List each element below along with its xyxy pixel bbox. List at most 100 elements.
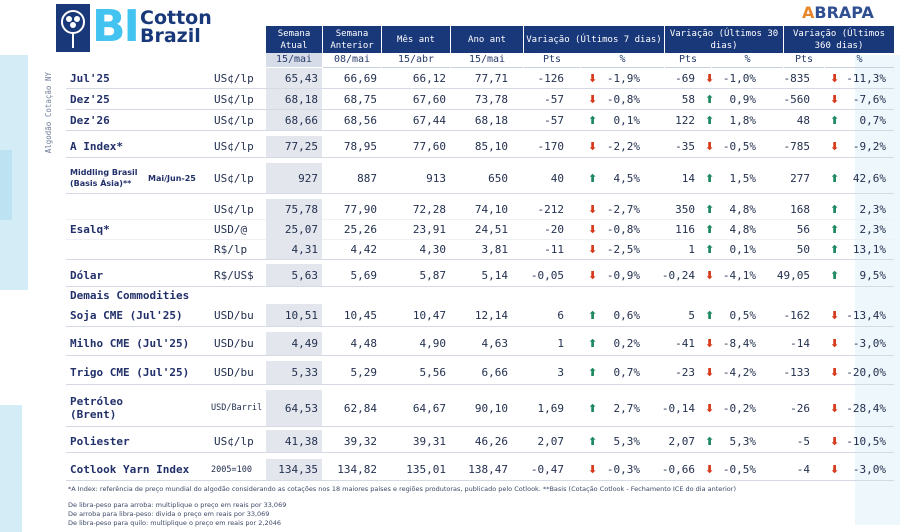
value-d: 90,10 xyxy=(474,401,508,415)
arrow-down-icon: ⬇ xyxy=(705,337,715,350)
arrow-down-icon: ⬇ xyxy=(588,140,598,153)
value-b: 5,69 xyxy=(350,268,378,282)
row-label: Milho CME (Jul'25) xyxy=(70,337,190,350)
variation-pts: 56 xyxy=(796,222,810,236)
cotton-brazil-logo: BI Cotton Brazil xyxy=(56,2,216,54)
variation-pct: -1,0% xyxy=(722,71,756,85)
row-label: Middling Brasil (Basis Ásia)** xyxy=(70,163,138,193)
table-row: Dez'26 US¢/lp 68,66 68,56 67,44 68,18 -57 ⬆ 0,1%… xyxy=(66,110,894,131)
table-row: Middling Brasil (Basis Ásia)** Mai/Jun-25 U… xyxy=(66,163,894,194)
variation-pct: -13,4% xyxy=(846,308,886,322)
variation-pct: 1,8% xyxy=(729,113,757,127)
table-row: Dólar R$/US$ 5,63 5,69 5,87 5,14 -0,05 ⬇ -0,9% -0… xyxy=(66,264,894,287)
variation-pts: -4 xyxy=(796,463,810,476)
row-label: Jul'25 xyxy=(70,71,110,85)
value-b: 134,82 xyxy=(337,463,377,476)
value-d: 74,10 xyxy=(474,202,508,216)
variation-pct: 5,3% xyxy=(729,434,757,448)
variation-pts: -23 xyxy=(675,366,695,379)
value-d: 68,18 xyxy=(474,113,508,127)
row-label-line2: (Brent) xyxy=(70,408,117,421)
unit-label: US¢/lp xyxy=(214,92,254,106)
value-c: 67,60 xyxy=(412,92,446,106)
variation-pts: -57 xyxy=(544,113,564,127)
arrow-down-icon: ⬇ xyxy=(705,401,715,415)
abrapa-logo-text: BRAPA xyxy=(814,3,874,22)
row-label-line1: Petróleo xyxy=(70,395,123,408)
variation-pts: 168 xyxy=(790,202,810,216)
variation-pts: -0,24 xyxy=(661,268,695,282)
variation-pts: -0,47 xyxy=(530,463,564,476)
row-label: Dez'26 xyxy=(70,113,110,127)
row-label-line2: (Basis Ásia)** xyxy=(70,179,132,188)
date-semana-anterior: 08/mai xyxy=(323,53,381,68)
value-b: 68,56 xyxy=(343,113,377,127)
arrow-down-icon: ⬇ xyxy=(705,140,715,153)
row-label: Petróleo (Brent) xyxy=(70,390,123,426)
value-a: 41,38 xyxy=(266,430,322,452)
arrow-down-icon: ⬇ xyxy=(830,71,840,85)
variation-pct: 2,3% xyxy=(859,202,887,216)
footnote-conversion-quilo: De libra-peso para quilo: multiplique o … xyxy=(68,519,282,527)
arrow-down-icon: ⬇ xyxy=(830,366,840,379)
logo-cotton: Cotton xyxy=(140,7,212,29)
variation-pct: 5,3% xyxy=(613,434,641,448)
header-semana-anterior: Semana Anterior xyxy=(323,26,381,53)
value-c: 4,30 xyxy=(419,242,447,256)
arrow-down-icon: ⬇ xyxy=(588,71,598,85)
variation-pts: 3 xyxy=(557,366,564,379)
value-d: 85,10 xyxy=(474,140,508,153)
variation-pts: -0,14 xyxy=(661,401,695,415)
abrapa-logo: ABRAPA xyxy=(802,3,874,22)
variation-pts: 50 xyxy=(796,242,810,256)
variation-pct: 0,5% xyxy=(729,308,757,322)
variation-pts: 122 xyxy=(675,113,695,127)
variation-pct: -7,6% xyxy=(852,92,886,106)
var360-pts-header: Pts xyxy=(784,53,824,68)
arrow-up-icon: ⬆ xyxy=(830,113,840,127)
variation-pts: -35 xyxy=(675,140,695,153)
table-row: Esalq* USD/@ 25,07 25,26 23,91 24,51 -20 ⬇ -0,8%… xyxy=(66,219,894,240)
value-a: 77,25 xyxy=(266,136,322,157)
value-b: 887 xyxy=(357,171,377,185)
arrow-up-icon: ⬆ xyxy=(588,308,598,322)
arrow-up-icon: ⬆ xyxy=(705,308,715,322)
arrow-up-icon: ⬆ xyxy=(830,268,840,282)
variation-pts: -5 xyxy=(796,434,810,448)
arrow-down-icon: ⬇ xyxy=(588,222,598,236)
arrow-up-icon: ⬆ xyxy=(705,171,715,185)
variation-pct: -9,2% xyxy=(852,140,886,153)
variation-pts: 277 xyxy=(790,171,810,185)
header-var360: Variação (Últimos 360 dias) xyxy=(784,26,894,53)
value-c: 39,31 xyxy=(412,434,446,448)
variation-pct: -3,0% xyxy=(852,463,886,476)
table-row: A Index* US¢/lp 77,25 78,95 77,60 85,10 -170 ⬇ -… xyxy=(66,136,894,158)
value-d: 24,51 xyxy=(474,222,508,236)
variation-pct: 2,3% xyxy=(859,222,887,236)
arrow-up-icon: ⬆ xyxy=(588,401,598,415)
variation-pct: 4,8% xyxy=(729,222,757,236)
variation-pts: 116 xyxy=(675,222,695,236)
date-mes-ant: 15/abr xyxy=(382,53,450,68)
value-a: 134,35 xyxy=(266,459,322,480)
value-a: 25,07 xyxy=(266,219,322,239)
decor-stripe xyxy=(0,150,12,220)
value-a: 5,63 xyxy=(266,264,322,286)
value-b: 78,95 xyxy=(343,140,377,153)
header-var30: Variação (Últimos 30 dias) xyxy=(665,26,783,53)
table-row: Trigo CME (Jul'25) USD/bu 5,33 5,29 5,56 6,66… xyxy=(66,361,894,385)
table-row: Cotlook Yarn Index 2005=100 134,35 134,82 13… xyxy=(66,459,894,481)
row-label: Dez'25 xyxy=(70,92,110,106)
arrow-up-icon: ⬆ xyxy=(588,366,598,379)
variation-pct: -3,0% xyxy=(852,337,886,350)
variation-pct: 0,6% xyxy=(613,308,641,322)
value-d: 138,47 xyxy=(468,463,508,476)
arrow-down-icon: ⬇ xyxy=(705,71,715,85)
row-label-period: Mai/Jun-25 xyxy=(148,173,196,183)
variation-pts: 1 xyxy=(557,337,564,350)
unit-label: USD/bu xyxy=(214,337,254,350)
arrow-up-icon: ⬆ xyxy=(705,242,715,256)
variation-pct: -10,5% xyxy=(846,434,886,448)
value-c: 23,91 xyxy=(412,222,446,236)
header-ano-ant: Ano ant xyxy=(451,26,523,53)
